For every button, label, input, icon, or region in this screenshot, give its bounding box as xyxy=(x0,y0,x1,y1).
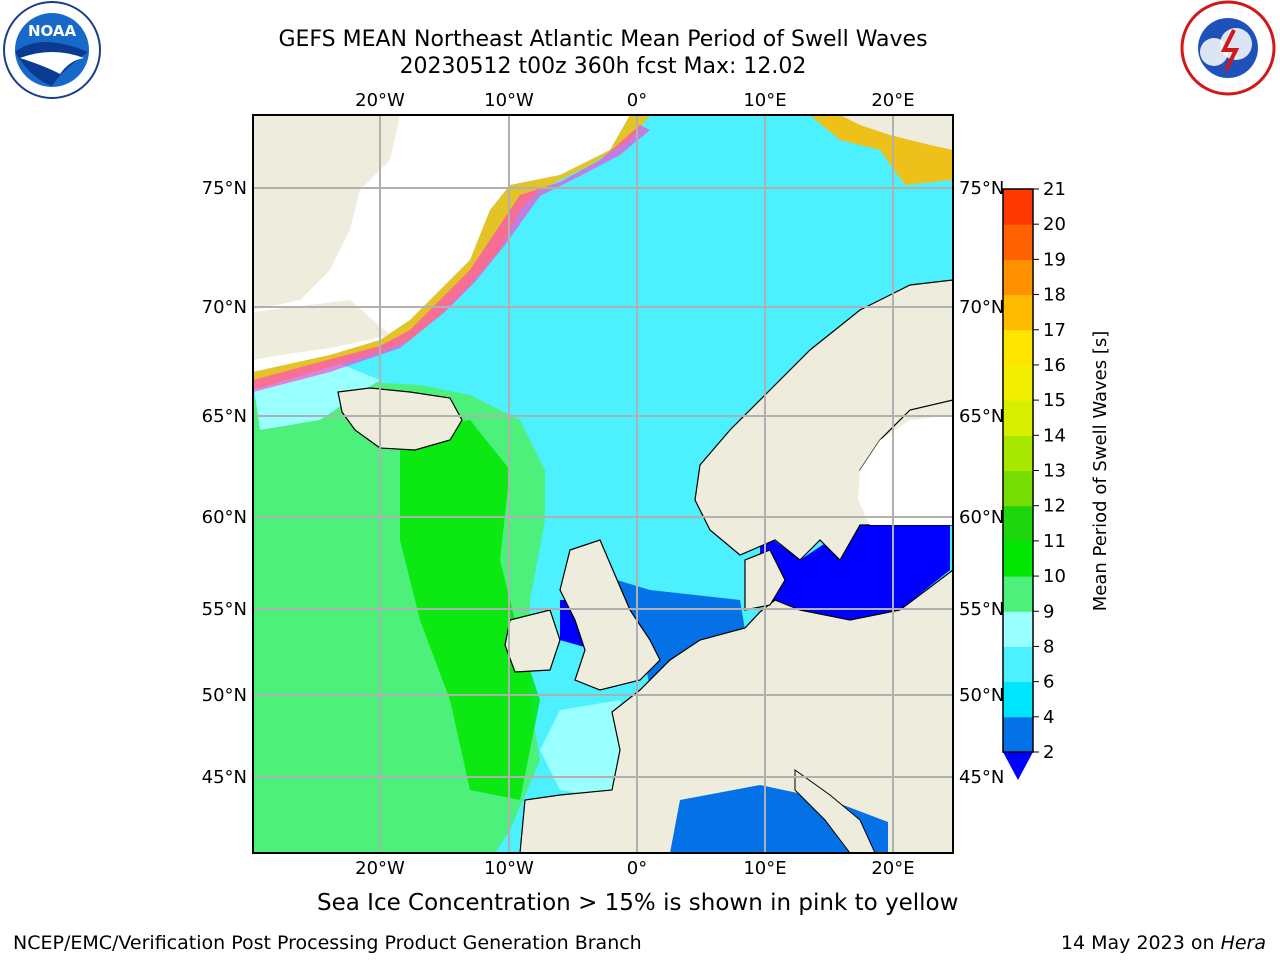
colorbar-tick-label: 11 xyxy=(1043,531,1066,552)
colorbar-label: Mean Period of Swell Waves [s] xyxy=(1090,331,1111,612)
colorbar-tick-label: 6 xyxy=(1043,672,1054,693)
lat-tick-label: 50°N xyxy=(202,685,247,706)
colorbar-tick-label: 19 xyxy=(1043,249,1066,270)
colorbar-segment xyxy=(1003,716,1033,753)
colorbar-tick-label: 4 xyxy=(1043,707,1054,728)
lat-tick-label: 70°N xyxy=(202,297,247,318)
lat-tick-label: 75°N xyxy=(202,178,247,199)
lat-tick-label: 55°N xyxy=(959,599,1004,620)
lon-tick-label: 0° xyxy=(627,90,647,111)
colorbar-tick-label: 14 xyxy=(1043,425,1066,446)
lon-tick-label: 20°W xyxy=(355,90,405,111)
lon-tick-label: 10°W xyxy=(484,90,534,111)
footer-date-text: 14 May 2023 on xyxy=(1060,932,1221,954)
lon-tick-label: 20°E xyxy=(871,90,914,111)
colorbar-segment xyxy=(1003,224,1033,260)
colorbar-tick-label: 9 xyxy=(1043,601,1054,622)
colorbar-segment xyxy=(1003,505,1033,542)
colorbar-tick-label: 21 xyxy=(1043,179,1066,200)
colorbar-segment xyxy=(1003,435,1033,471)
lat-tick-label: 60°N xyxy=(202,507,247,528)
lat-tick-label: 50°N xyxy=(959,685,1004,706)
colorbar-tick-label: 18 xyxy=(1043,285,1066,306)
colorbar-segment xyxy=(1003,540,1033,577)
colorbar-tick-label: 13 xyxy=(1043,461,1066,482)
lat-tick-label: 55°N xyxy=(202,599,247,620)
colorbar-tick-label: 12 xyxy=(1043,496,1066,517)
colorbar-tick-label: 20 xyxy=(1043,214,1066,235)
lat-tick-label: 45°N xyxy=(202,767,247,788)
lat-labels-left: 75°N 70°N 65°N 60°N 55°N 50°N 45°N xyxy=(202,178,247,788)
colorbar-segment xyxy=(1003,681,1033,718)
lat-tick-label: 65°N xyxy=(959,406,1004,427)
footer-machine: Hera xyxy=(1220,932,1266,954)
colorbar-segment xyxy=(1003,329,1033,366)
noaa-logo-text: NOAA xyxy=(28,22,77,40)
colorbar-segment xyxy=(1003,400,1033,436)
colorbar-segment xyxy=(1003,294,1033,331)
noaa-logo: NOAA xyxy=(3,1,101,99)
colorbar-segment xyxy=(1003,470,1033,507)
lon-tick-label: 10°E xyxy=(743,90,786,111)
colorbar-segment xyxy=(1003,189,1033,225)
lon-tick-label: 20°E xyxy=(871,858,914,879)
colorbar: 2 4 6 8 9 10 11 12 13 14 15 16 17 18 19 20 21 Mean Perio… xyxy=(1002,179,1111,780)
lon-labels-top: 20°W 10°W 0° 10°E 20°E xyxy=(355,90,914,111)
colorbar-tick-label: 16 xyxy=(1043,355,1066,376)
colorbar-segment xyxy=(1003,646,1033,683)
lat-tick-label: 70°N xyxy=(959,297,1004,318)
colorbar-tick-label: 8 xyxy=(1043,636,1054,657)
lat-tick-label: 60°N xyxy=(959,507,1004,528)
colorbar-tick-label: 17 xyxy=(1043,320,1066,341)
lon-tick-label: 0° xyxy=(627,858,647,879)
colorbar-tick-label: 2 xyxy=(1043,742,1054,763)
colorbar-ticks: 2 4 6 8 9 10 11 12 13 14 15 16 17 18 19 20 21 xyxy=(1033,179,1066,763)
colorbar-segment xyxy=(1003,364,1033,401)
footer-credit: NCEP/EMC/Verification Post Processing Pr… xyxy=(13,932,642,954)
colorbar-segment xyxy=(1003,611,1033,647)
chart-title: GEFS MEAN Northeast Atlantic Mean Period… xyxy=(278,27,928,52)
colorbar-extend-arrow xyxy=(1003,752,1033,780)
colorbar-segments xyxy=(1003,189,1033,753)
footer-date: 14 May 2023 on Hera xyxy=(1061,932,1266,954)
colorbar-segment xyxy=(1003,259,1033,296)
lon-tick-label: 20°W xyxy=(355,858,405,879)
lon-labels-bottom: 20°W 10°W 0° 10°E 20°E xyxy=(355,858,914,879)
chart-subtitle-run-info: 20230512 t00z 360h fcst Max: 12.02 xyxy=(399,54,807,79)
lat-tick-label: 45°N xyxy=(959,767,1004,788)
nws-logo xyxy=(1180,0,1276,96)
lon-tick-label: 10°W xyxy=(484,858,534,879)
lat-tick-label: 65°N xyxy=(202,406,247,427)
colorbar-segment xyxy=(1003,576,1033,612)
sea-ice-note-text: Sea Ice Concentration > 15% is shown in … xyxy=(317,890,959,916)
colorbar-tick-label: 15 xyxy=(1043,390,1066,411)
map-plot-area xyxy=(252,114,954,854)
lat-labels-right: 75°N 70°N 65°N 60°N 55°N 50°N 45°N xyxy=(959,178,1004,788)
colorbar-tick-label: 10 xyxy=(1043,566,1066,587)
lat-tick-label: 75°N xyxy=(959,178,1004,199)
lon-tick-label: 10°E xyxy=(743,858,786,879)
